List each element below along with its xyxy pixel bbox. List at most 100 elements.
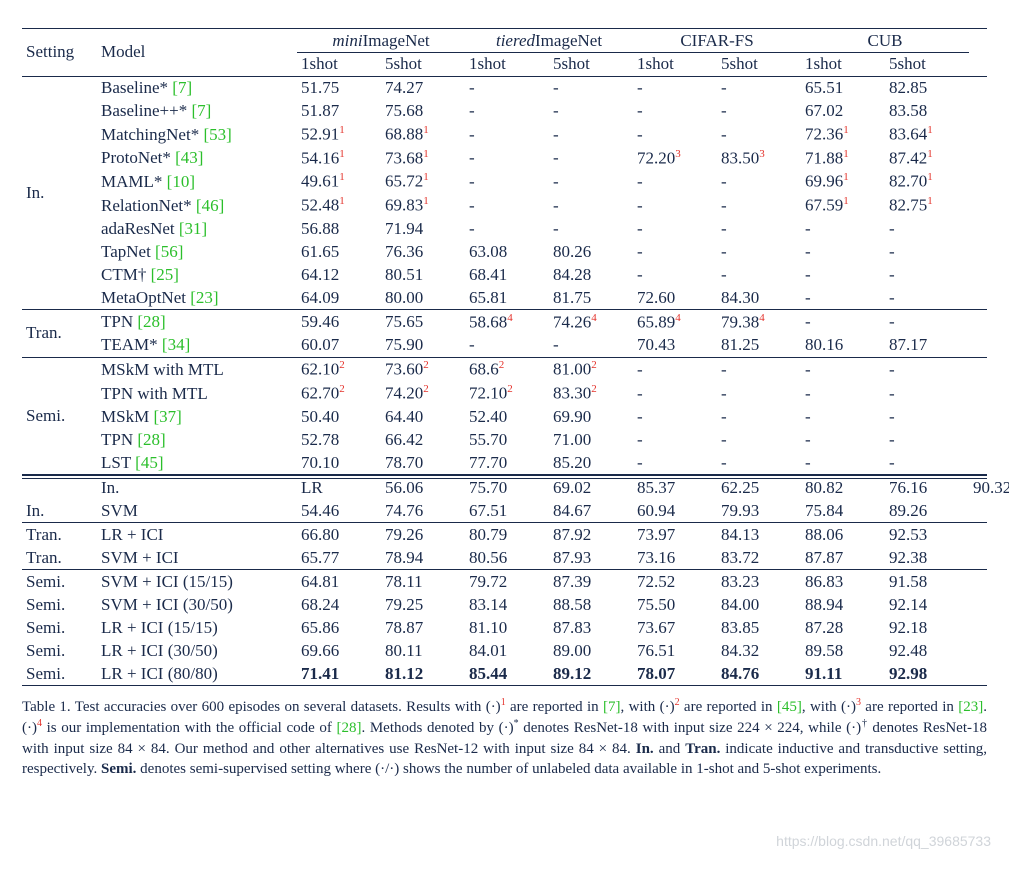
value-cell: 73.681 — [381, 146, 465, 170]
setting-cell: Semi. — [22, 357, 97, 475]
value-cell: - — [717, 381, 801, 405]
header-shot: 1shot — [465, 52, 549, 76]
value-cell: 89.12 — [549, 662, 633, 686]
value-cell: 64.09 — [297, 286, 381, 310]
value-cell: 55.70 — [465, 428, 549, 451]
value-cell: - — [801, 357, 885, 381]
value-cell: 87.17 — [885, 334, 969, 358]
model-cell: RelationNet* [46] — [97, 193, 297, 217]
value-cell: 74.202 — [381, 381, 465, 405]
value-cell: - — [801, 428, 885, 451]
value-cell: 78.94 — [381, 546, 465, 570]
value-cell: 78.07 — [633, 662, 717, 686]
value-cell: 92.53 — [885, 523, 969, 547]
value-cell: 71.00 — [549, 428, 633, 451]
header-dataset-3: CUB — [801, 29, 969, 53]
model-cell: SVM + ICI — [97, 546, 297, 570]
value-cell: - — [885, 381, 969, 405]
value-cell: - — [465, 170, 549, 194]
header-setting: Setting — [22, 29, 97, 77]
table-row: MAML* [10]49.61165.721----69.96182.701 — [22, 170, 987, 194]
table-row: Semi.LR + ICI (80/80)71.4181.1285.4489.1… — [22, 662, 987, 686]
value-cell: 72.60 — [633, 286, 717, 310]
value-cell: - — [633, 123, 717, 147]
model-cell: TapNet [56] — [97, 240, 297, 263]
value-cell: 81.25 — [717, 334, 801, 358]
table-row: Semi.SVM + ICI (30/50)68.2479.2583.1488.… — [22, 593, 987, 616]
model-cell: LR — [297, 475, 381, 499]
value-cell: 83.85 — [717, 616, 801, 639]
value-cell: - — [885, 357, 969, 381]
value-cell: 82.85 — [885, 76, 969, 100]
value-cell: - — [633, 263, 717, 286]
value-cell: 59.46 — [297, 310, 381, 334]
value-cell: 52.40 — [465, 405, 549, 428]
header-dataset-0: miniImageNet — [297, 29, 465, 53]
value-cell: - — [633, 217, 717, 240]
value-cell: 52.481 — [297, 193, 381, 217]
table-row: RelationNet* [46]52.48169.831----67.5918… — [22, 193, 987, 217]
header-model: Model — [97, 29, 297, 77]
table-row: Tran.SVM + ICI65.7778.9480.5687.9373.168… — [22, 546, 987, 570]
value-cell: 67.02 — [801, 100, 885, 123]
value-cell: 80.00 — [381, 286, 465, 310]
value-cell: 87.39 — [549, 570, 633, 594]
table-row: Semi.LR + ICI (30/50)69.6680.1184.0189.0… — [22, 639, 987, 662]
value-cell: - — [801, 240, 885, 263]
value-cell: 87.92 — [549, 523, 633, 547]
header-shot: 5shot — [717, 52, 801, 76]
value-cell: 85.37 — [633, 475, 717, 499]
value-cell: - — [717, 170, 801, 194]
value-cell: 65.86 — [297, 616, 381, 639]
model-cell: TPN [28] — [97, 428, 297, 451]
value-cell: - — [717, 100, 801, 123]
value-cell: - — [717, 428, 801, 451]
value-cell: 80.26 — [549, 240, 633, 263]
value-cell: - — [633, 170, 717, 194]
value-cell: 81.002 — [549, 357, 633, 381]
value-cell: - — [801, 405, 885, 428]
value-cell: - — [633, 428, 717, 451]
value-cell: 71.94 — [381, 217, 465, 240]
value-cell: - — [465, 146, 549, 170]
model-cell: TPN with MTL — [97, 381, 297, 405]
value-cell: 71.41 — [297, 662, 381, 686]
value-cell: - — [633, 405, 717, 428]
value-cell: 54.161 — [297, 146, 381, 170]
model-cell: CTM† [25] — [97, 263, 297, 286]
table-row: CTM† [25]64.1280.5168.4184.28---- — [22, 263, 987, 286]
model-cell: LR + ICI (15/15) — [97, 616, 297, 639]
value-cell: 92.48 — [885, 639, 969, 662]
setting-cell: In. — [97, 475, 297, 499]
setting-cell: Semi. — [22, 616, 97, 639]
setting-cell: In. — [22, 499, 97, 523]
setting-cell: In. — [22, 76, 97, 310]
value-cell: 89.26 — [885, 499, 969, 523]
value-cell: - — [717, 405, 801, 428]
value-cell: 92.98 — [885, 662, 969, 686]
value-cell: 68.24 — [297, 593, 381, 616]
value-cell: 79.384 — [717, 310, 801, 334]
value-cell: - — [465, 334, 549, 358]
value-cell: 80.16 — [801, 334, 885, 358]
value-cell: - — [633, 100, 717, 123]
value-cell: 72.361 — [801, 123, 885, 147]
model-cell: Baseline++* [7] — [97, 100, 297, 123]
table-row: TapNet [56]61.6576.3663.0880.26---- — [22, 240, 987, 263]
value-cell: 69.90 — [549, 405, 633, 428]
value-cell: 83.58 — [885, 100, 969, 123]
value-cell: 90.32 — [969, 475, 987, 499]
value-cell: 62.102 — [297, 357, 381, 381]
table-row: TEAM* [34]60.0775.90--70.4381.2580.1687.… — [22, 334, 987, 358]
value-cell: 56.06 — [381, 475, 465, 499]
value-cell: 92.14 — [885, 593, 969, 616]
value-cell: 58.684 — [465, 310, 549, 334]
value-cell: - — [801, 286, 885, 310]
value-cell: 49.611 — [297, 170, 381, 194]
value-cell: 73.602 — [381, 357, 465, 381]
model-cell: MatchingNet* [53] — [97, 123, 297, 147]
value-cell: 61.65 — [297, 240, 381, 263]
header-shot: 5shot — [549, 52, 633, 76]
table-row: MatchingNet* [53]52.91168.881----72.3618… — [22, 123, 987, 147]
setting-cell: Semi. — [22, 593, 97, 616]
